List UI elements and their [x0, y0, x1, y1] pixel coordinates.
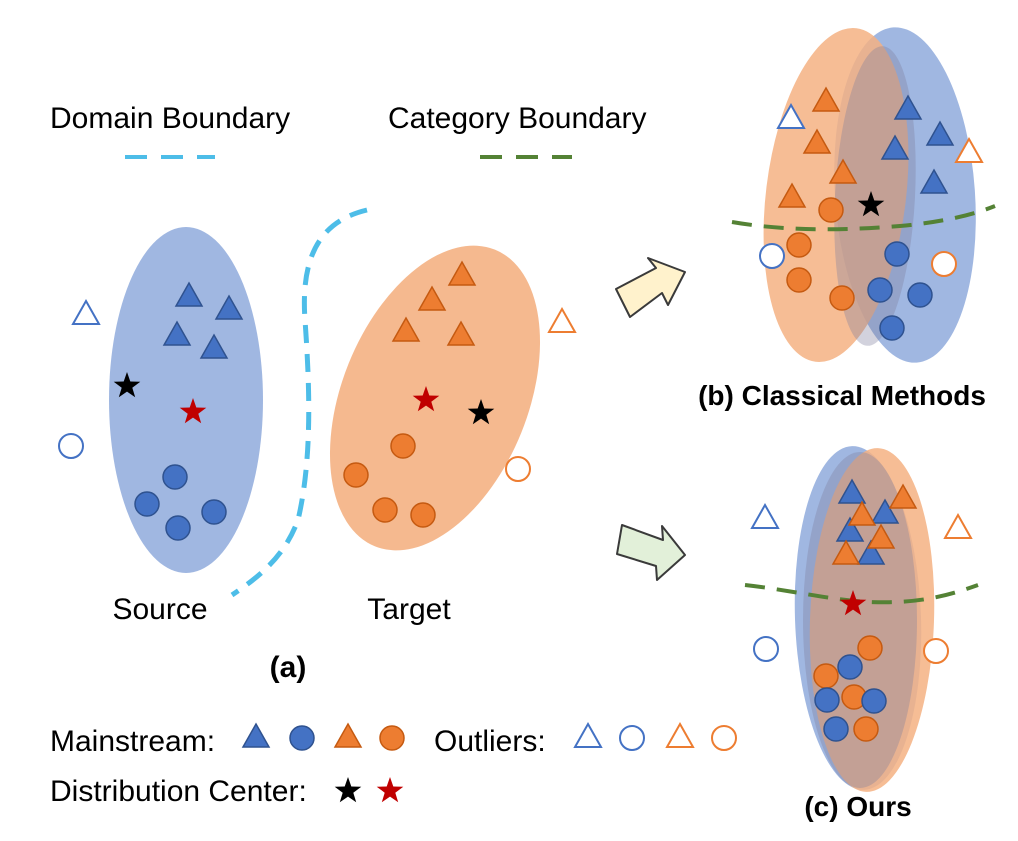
legend-star-markers [334, 777, 404, 803]
legend-category-boundary-label: Category Boundary [388, 102, 647, 135]
panel-c-caption: (c) Ours [804, 791, 911, 822]
b-category-boundary [731, 204, 996, 232]
c-outlier-orange-triangle [944, 514, 972, 539]
legend-domain-boundary-label: Domain Boundary [50, 102, 290, 135]
source-label: Source [112, 593, 207, 626]
domain-boundary-curve [230, 207, 368, 598]
panel-b-caption: (b) Classical Methods [698, 380, 986, 411]
legend-mainstream-label: Mainstream: [50, 725, 215, 758]
legend-distribution-center-label: Distribution Center: [50, 775, 307, 808]
arrow-to-ours [616, 524, 686, 581]
c-outlier-blue-triangle [751, 504, 779, 529]
target-outlier-circle [505, 456, 531, 482]
b-outlier-orange-circle [931, 251, 957, 277]
source-outlier-circle [58, 433, 84, 459]
legend-mainstream-markers [242, 723, 405, 751]
c-category-boundary [744, 583, 979, 605]
c-outlier-orange-circle [923, 638, 949, 664]
c-outlier-blue-circle [753, 636, 779, 662]
legend-outlier-markers [574, 723, 737, 751]
b-overlap-region [834, 46, 916, 346]
target-outlier-triangle [548, 308, 576, 333]
target-label: Target [367, 593, 451, 626]
legend-outliers-label: Outliers: [434, 725, 546, 758]
source-outlier-triangle [72, 300, 100, 325]
arrow-to-classical [615, 257, 686, 318]
b-outlier-blue-circle [759, 243, 785, 269]
panel-a-caption: (a) [270, 651, 307, 684]
